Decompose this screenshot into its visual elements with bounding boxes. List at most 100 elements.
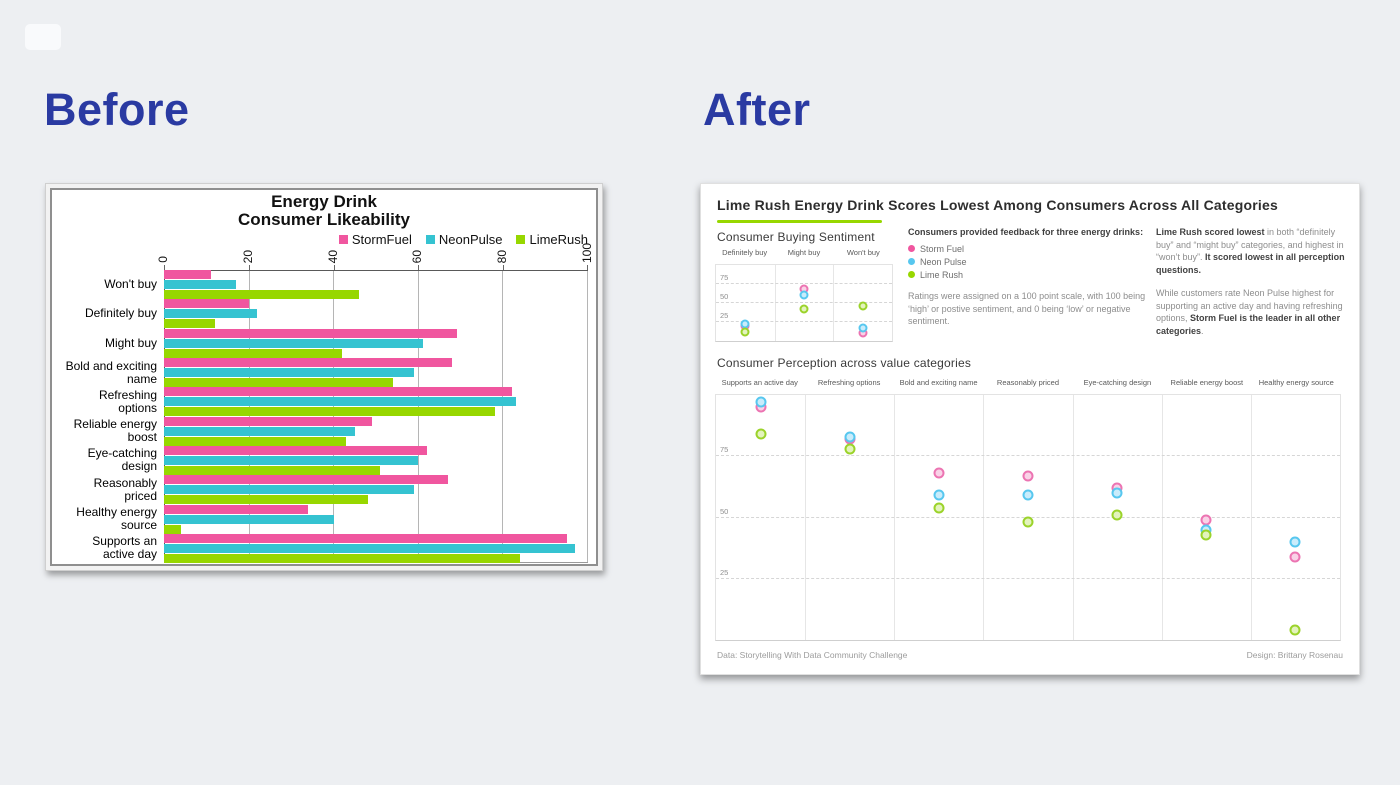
- footer-data-source: Data: Storytelling With Data Community C…: [717, 650, 908, 660]
- after-heading: After: [703, 84, 811, 135]
- column-header: Eye-catching design: [1083, 378, 1152, 387]
- data-point: [1111, 487, 1123, 499]
- x-tick-label: 80: [495, 249, 510, 263]
- data-point: [1289, 624, 1301, 636]
- bar-stormfuel: [164, 445, 427, 455]
- legend-dot: [908, 258, 915, 265]
- bar-neonpulse: [164, 309, 258, 319]
- bar-limerush: [164, 524, 181, 534]
- after-title: Lime Rush Energy Drink Scores Lowest Amo…: [717, 197, 1278, 213]
- data-point: [1200, 529, 1212, 541]
- data-point: [1022, 489, 1034, 501]
- bar-group: Healthy energy source: [58, 504, 588, 534]
- gridline: [587, 271, 588, 562]
- y-tick-label: 25: [720, 311, 729, 320]
- y-tick-label: 50: [720, 506, 729, 516]
- bar-stormfuel: [164, 504, 309, 514]
- ratings-note: Ratings were assigned on a 100 point sca…: [908, 291, 1146, 326]
- bar-group: Eye-catching design: [58, 445, 588, 475]
- x-tick-label: 100: [580, 242, 594, 263]
- legend-column: Consumers provided feedback for three en…: [908, 226, 1152, 328]
- bar-group: Reasonably priced: [58, 475, 588, 505]
- x-tick-mark: [587, 265, 588, 270]
- x-tick-label: 60: [410, 249, 425, 263]
- column-divider: [774, 265, 776, 341]
- sentiment-chart: Definitely buy Might buy Won't buy 25 50 75: [715, 248, 893, 342]
- bar-limerush: [164, 378, 393, 388]
- category-label: Won't buy: [104, 277, 157, 292]
- bar-limerush: [164, 319, 215, 329]
- data-point: [755, 396, 767, 408]
- y-tick-label: 75: [720, 273, 729, 282]
- column-header: Supports an active day: [721, 378, 798, 387]
- data-point: [933, 489, 945, 501]
- bar-group: Reliable energy boost: [58, 416, 588, 446]
- data-point: [933, 467, 945, 479]
- before-chart-title-line1: Energy Drink: [271, 192, 377, 211]
- y-tick-label: 75: [720, 445, 729, 455]
- perception-plot: 25 50 75: [715, 394, 1341, 641]
- bar-stormfuel: [164, 328, 457, 338]
- legend-item: LimeRush: [516, 232, 588, 247]
- legend-item: Neon Pulse: [908, 255, 1152, 268]
- perception-chart: Supports an active day Refreshing options…: [715, 378, 1341, 641]
- x-tick-mark: [503, 265, 505, 270]
- column-header: Bold and exciting name: [899, 378, 978, 387]
- x-tick-label: 40: [325, 249, 340, 263]
- column-header: Reasonably priced: [996, 378, 1060, 387]
- insight-paragraph-1: Lime Rush scored lowest in both “definit…: [1156, 227, 1345, 275]
- bar-neonpulse: [164, 485, 415, 495]
- legend-item: Storm Fuel: [908, 242, 1152, 255]
- bar-neonpulse: [164, 280, 237, 290]
- data-point: [1022, 516, 1034, 528]
- column-divider: [833, 265, 835, 341]
- before-chart-card: Energy Drink Consumer Likeability StormF…: [45, 183, 603, 571]
- after-legend: Storm Fuel Neon Pulse Lime Rush: [908, 242, 1152, 281]
- bar-limerush: [164, 436, 347, 446]
- legend-swatch: [338, 235, 348, 244]
- before-x-axis: 0 20 40 60 80 100: [156, 226, 594, 270]
- after-chart-card: Lime Rush Energy Drink Scores Lowest Amo…: [700, 183, 1360, 675]
- bar-neonpulse: [164, 368, 415, 378]
- footer-design-credit: Design: Brittany Rosenau: [1246, 650, 1343, 660]
- gridline: [417, 271, 419, 562]
- column-header: Won't buy: [846, 248, 880, 257]
- bar-neonpulse: [164, 397, 516, 407]
- x-tick-label: 0: [156, 256, 170, 263]
- column-divider: [805, 395, 807, 640]
- data-point: [1289, 536, 1301, 548]
- bar-stormfuel: [164, 416, 372, 426]
- gridline: [716, 455, 1340, 457]
- before-rows: Won't buy Definitely buy Might buy Bold and…: [58, 270, 588, 563]
- bar-group: Supports an active day: [58, 533, 588, 563]
- bar-stormfuel: [164, 475, 449, 485]
- category-label: Definitely buy: [84, 306, 157, 321]
- legend-dot: [908, 245, 915, 252]
- x-tick-mark: [248, 265, 250, 270]
- category-label: Reliable energy boost: [73, 417, 157, 445]
- bar-limerush: [164, 465, 381, 475]
- data-point: [1111, 509, 1123, 521]
- sentiment-col-headers: Definitely buy Might buy Won't buy: [715, 248, 893, 264]
- data-point: [844, 431, 856, 443]
- x-tick-label: 20: [240, 249, 255, 263]
- legend-dot: [908, 271, 915, 278]
- y-tick-label: 50: [720, 292, 729, 301]
- bar-group: Bold and exciting name: [58, 358, 588, 388]
- legend-swatch: [425, 235, 435, 244]
- bar-group: Refreshing options: [58, 387, 588, 417]
- gridline: [248, 271, 250, 562]
- x-tick-mark: [418, 265, 420, 270]
- category-label: Supports an active day: [92, 534, 157, 562]
- bar-neonpulse: [164, 514, 334, 524]
- sentiment-plot: 25 50 75: [715, 264, 893, 342]
- bar-stormfuel: [164, 299, 249, 309]
- data-point: [858, 323, 868, 333]
- category-label: Refreshing options: [98, 387, 157, 415]
- data-point: [755, 428, 767, 440]
- before-chart-frame: Energy Drink Consumer Likeability StormF…: [50, 188, 598, 566]
- x-tick-mark: [164, 265, 165, 270]
- gridline: [716, 283, 892, 284]
- legend-intro: Consumers provided feedback for three en…: [908, 227, 1144, 237]
- perception-section-title: Consumer Perception across value categor…: [717, 356, 972, 370]
